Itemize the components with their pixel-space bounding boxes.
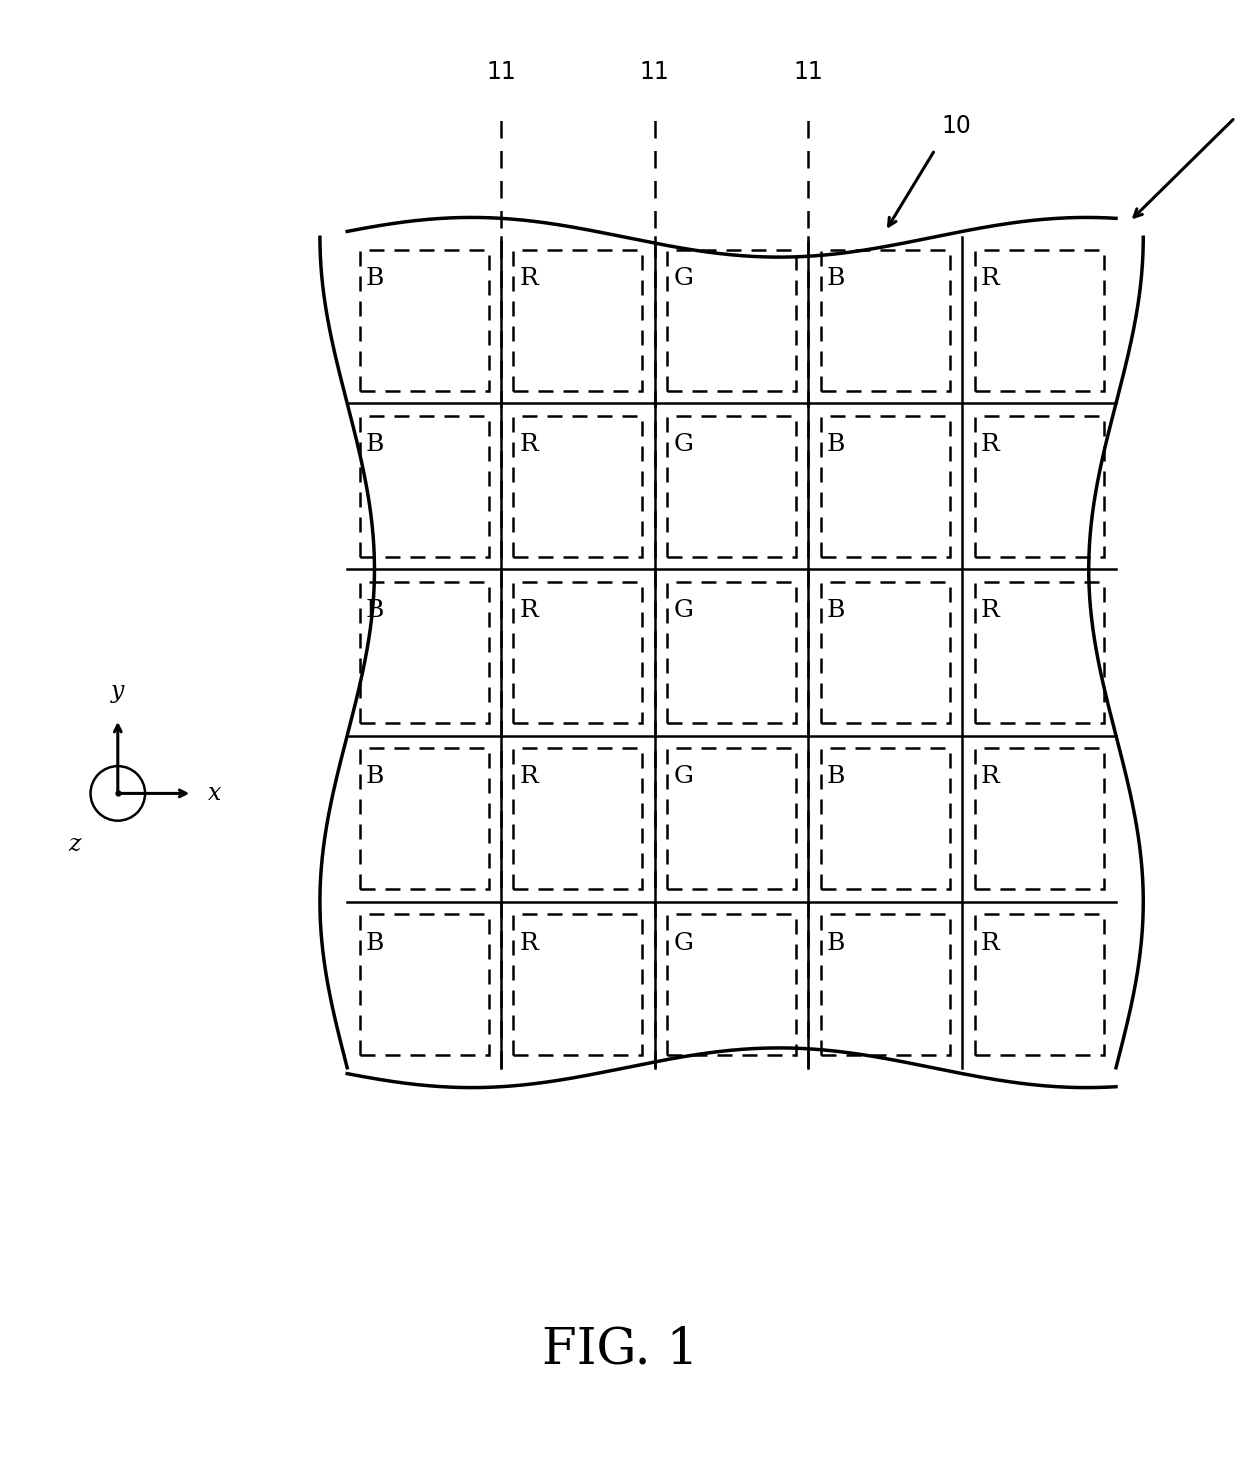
Bar (975, 249, 1104, 392)
Text: R: R (981, 433, 999, 457)
Bar (975, 415, 1104, 558)
Text: R: R (520, 433, 538, 457)
Text: B: B (366, 765, 384, 789)
Bar (513, 747, 642, 890)
Text: R: R (520, 267, 538, 291)
Text: B: B (366, 599, 384, 623)
Text: R: R (520, 599, 538, 623)
Bar (360, 914, 489, 1056)
Text: R: R (520, 931, 538, 955)
Bar (821, 249, 950, 392)
Bar (667, 415, 796, 558)
Bar (667, 249, 796, 392)
Bar (360, 415, 489, 558)
Text: G: G (673, 765, 693, 789)
Bar (513, 914, 642, 1056)
Text: B: B (827, 599, 846, 623)
Text: G: G (673, 599, 693, 623)
Bar (513, 415, 642, 558)
Bar (667, 747, 796, 890)
Bar (975, 581, 1104, 724)
Bar (821, 914, 950, 1056)
Text: B: B (827, 931, 846, 955)
Bar (975, 747, 1104, 890)
Bar (360, 581, 489, 724)
Text: G: G (673, 433, 693, 457)
Text: z: z (68, 833, 81, 856)
Bar (821, 747, 950, 890)
Text: R: R (520, 765, 538, 789)
Text: R: R (981, 599, 999, 623)
Text: 11: 11 (486, 59, 516, 85)
Text: G: G (673, 267, 693, 291)
Text: 10: 10 (941, 114, 971, 138)
Bar (821, 415, 950, 558)
Text: R: R (981, 267, 999, 291)
Bar (513, 581, 642, 724)
Text: x: x (208, 782, 222, 805)
Bar (667, 914, 796, 1056)
Bar (360, 747, 489, 890)
Text: B: B (366, 267, 384, 291)
Bar (513, 249, 642, 392)
Text: 11: 11 (640, 59, 670, 85)
Text: B: B (366, 931, 384, 955)
Text: B: B (827, 765, 846, 789)
Text: G: G (673, 931, 693, 955)
Text: 11: 11 (794, 59, 823, 85)
Text: FIG. 1: FIG. 1 (542, 1324, 698, 1375)
Bar (975, 914, 1104, 1056)
Text: B: B (827, 433, 846, 457)
Text: B: B (827, 267, 846, 291)
Text: B: B (366, 433, 384, 457)
Bar (821, 581, 950, 724)
Text: R: R (981, 931, 999, 955)
Bar (360, 249, 489, 392)
Text: R: R (981, 765, 999, 789)
Text: y: y (112, 679, 124, 703)
Bar (667, 581, 796, 724)
